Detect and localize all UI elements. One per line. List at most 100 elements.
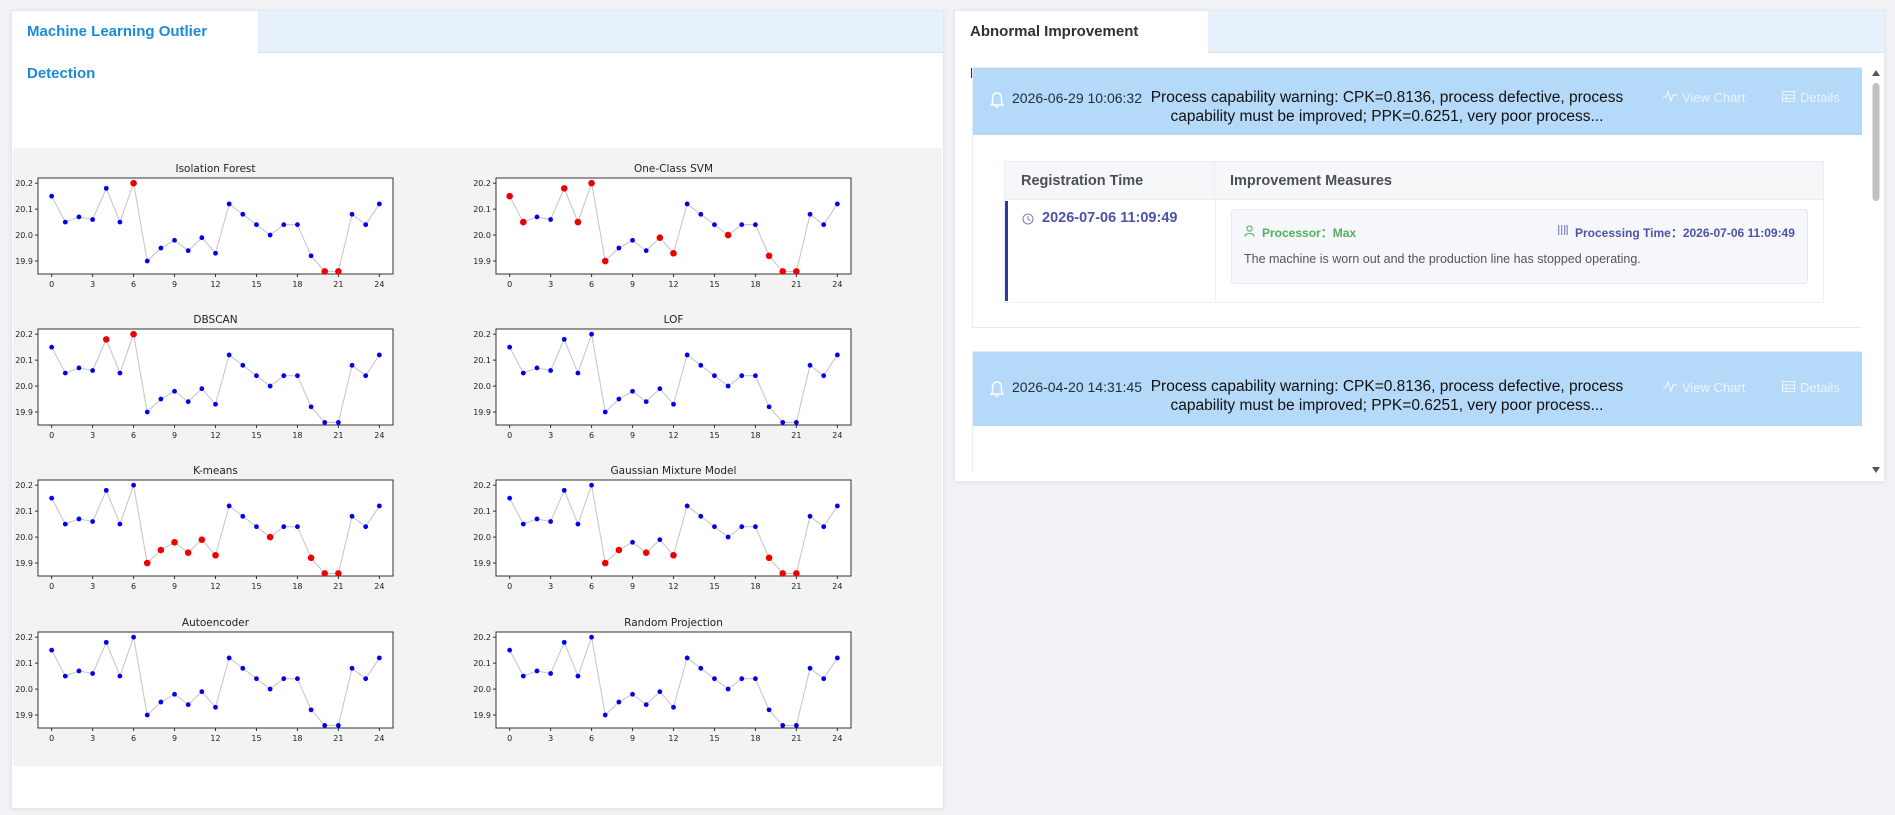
charts-svg: Isolation Forest 20.2 20.1 20.0 19.9 0 3 6 9 12 15… — [15, 163, 852, 743]
data-point — [172, 691, 177, 697]
data-point — [780, 420, 786, 425]
outlier-point — [321, 570, 329, 577]
x-tick-label: 9 — [630, 734, 635, 743]
data-point — [117, 370, 123, 376]
x-tick-label: 3 — [90, 582, 95, 591]
data-point — [793, 420, 799, 425]
outlier-point — [588, 179, 595, 187]
x-tick-label: 21 — [791, 582, 801, 591]
data-point — [349, 513, 355, 519]
data-point — [295, 524, 300, 530]
chart-4: K-means 20.2 20.1 20.0 19.9 0 3 6 9 12 15 18 21 24 — [15, 465, 394, 591]
x-tick-label: 0 — [507, 280, 512, 289]
data-point — [657, 537, 663, 543]
details-button[interactable]: Details — [1782, 380, 1840, 395]
data-point — [698, 362, 704, 368]
data-point — [376, 655, 382, 661]
data-point — [534, 516, 540, 522]
x-tick-label: 6 — [131, 582, 136, 591]
data-point — [281, 524, 287, 530]
x-tick-label: 18 — [292, 431, 302, 440]
y-tick-label: 20.0 — [473, 231, 491, 240]
x-tick-label: 12 — [210, 734, 220, 743]
pulse-icon — [1663, 380, 1677, 395]
tab-improvement-measures[interactable]: Abnormal Improvement Measures — [955, 11, 1208, 82]
table-icon — [1782, 380, 1795, 395]
outlier-point — [321, 268, 329, 275]
data-point — [793, 723, 799, 728]
x-tick-label: 6 — [131, 431, 136, 440]
x-tick-label: 3 — [548, 582, 553, 591]
data-point — [49, 193, 55, 199]
col-registration-time: Registration Time — [1005, 162, 1215, 200]
chart-2: DBSCAN 20.2 20.1 20.0 19.9 0 3 6 9 12 15 18 21 24 — [15, 314, 394, 440]
data-point — [561, 336, 567, 342]
view-chart-button[interactable]: View Chart — [1663, 380, 1745, 395]
data-point — [308, 404, 314, 410]
data-point — [548, 671, 554, 676]
tab-outlier-detection[interactable]: Machine Learning Outlier Detection — [12, 11, 258, 82]
data-point — [616, 396, 622, 402]
data-point — [76, 214, 82, 220]
plot-area — [495, 177, 852, 275]
view-chart-button[interactable]: View Chart — [1663, 90, 1745, 105]
data-point — [213, 401, 218, 407]
data-point — [630, 691, 635, 697]
scroll-up-arrow-icon[interactable] — [1872, 70, 1880, 76]
x-tick-label: 0 — [507, 582, 512, 591]
scroll-down-arrow-icon[interactable] — [1872, 467, 1880, 473]
data-point — [534, 668, 540, 674]
data-point — [76, 668, 82, 674]
data-point — [226, 655, 232, 661]
data-point — [602, 712, 608, 718]
y-tick-label: 20.2 — [473, 633, 491, 642]
outlier-point — [670, 551, 677, 559]
outlier-point — [184, 549, 192, 556]
x-tick-label: 9 — [172, 431, 177, 440]
data-point — [807, 362, 813, 368]
data-point — [507, 647, 513, 653]
data-point — [185, 248, 191, 254]
chart-title: LOF — [664, 314, 684, 326]
x-tick-label: 3 — [548, 734, 553, 743]
scrollbar[interactable] — [1870, 67, 1882, 475]
data-point — [712, 676, 717, 682]
x-tick-label: 6 — [589, 431, 594, 440]
alert-header[interactable]: 2026-06-29 10:06:32 Process capability w… — [973, 68, 1862, 135]
data-point — [322, 420, 328, 425]
alerts-list[interactable]: 2026-06-29 10:06:32 Process capability w… — [972, 67, 1862, 473]
x-tick-label: 18 — [750, 582, 760, 591]
data-point — [834, 201, 840, 207]
outlier-point — [765, 252, 773, 260]
x-tick-label: 15 — [709, 431, 719, 440]
chart-title: Random Projection — [624, 617, 723, 629]
data-point — [520, 521, 526, 527]
details-button[interactable]: Details — [1782, 90, 1840, 105]
data-point — [507, 344, 513, 350]
data-point — [335, 723, 341, 728]
plot-area — [37, 631, 394, 729]
alert-header[interactable]: 2026-04-20 14:31:45 Process capability w… — [973, 352, 1862, 426]
outlier-point — [560, 185, 568, 192]
data-point — [698, 665, 704, 671]
data-point — [657, 689, 663, 695]
scrollbar-thumb[interactable] — [1872, 83, 1880, 201]
data-point — [172, 237, 177, 243]
y-tick-label: 19.9 — [473, 257, 491, 266]
x-tick-label: 21 — [333, 582, 343, 591]
charts-grid: Isolation Forest 20.2 20.1 20.0 19.9 0 3 6 9 12 15… — [13, 148, 942, 766]
bell-icon — [989, 381, 1005, 397]
data-point — [240, 513, 246, 519]
outlier-point — [212, 551, 219, 559]
data-point — [226, 201, 232, 207]
data-point — [643, 702, 649, 708]
outlier-point — [130, 330, 137, 338]
x-tick-label: 15 — [709, 734, 719, 743]
data-point — [226, 503, 232, 509]
pulse-icon — [1663, 90, 1677, 105]
data-point — [363, 524, 369, 530]
data-point — [90, 217, 96, 222]
data-point — [684, 201, 690, 207]
x-tick-label: 24 — [374, 280, 384, 289]
plot-area — [37, 328, 394, 426]
